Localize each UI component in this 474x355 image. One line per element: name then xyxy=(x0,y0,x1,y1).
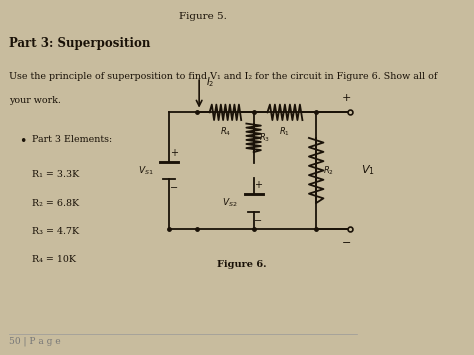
Text: +: + xyxy=(342,93,351,103)
Text: Part 3 Elements:: Part 3 Elements: xyxy=(32,135,112,144)
Text: $I_2$: $I_2$ xyxy=(206,75,215,89)
Text: R₂ = 6.8K: R₂ = 6.8K xyxy=(32,199,79,208)
Text: R₃ = 4.7K: R₃ = 4.7K xyxy=(32,227,79,236)
Text: $R_2$: $R_2$ xyxy=(323,164,334,177)
Text: $V_{S2}$: $V_{S2}$ xyxy=(222,197,238,209)
Text: $V_{S1}$: $V_{S1}$ xyxy=(137,164,153,177)
Text: +: + xyxy=(255,180,263,190)
Text: −: − xyxy=(170,183,178,193)
Text: Part 3: Superposition: Part 3: Superposition xyxy=(9,37,150,50)
Text: R₁ = 3.3K: R₁ = 3.3K xyxy=(32,170,79,180)
Text: +: + xyxy=(170,148,178,158)
Text: your work.: your work. xyxy=(9,97,61,105)
Text: $R_3$: $R_3$ xyxy=(259,132,271,144)
Text: $R_4$: $R_4$ xyxy=(220,125,231,138)
Text: $V_1$: $V_1$ xyxy=(361,164,374,178)
Text: •: • xyxy=(19,135,27,148)
Text: $R_1$: $R_1$ xyxy=(280,125,291,138)
Text: −: − xyxy=(255,215,263,226)
Text: Use the principle of superposition to find V₁ and I₂ for the circuit in Figure 6: Use the principle of superposition to fi… xyxy=(9,72,437,81)
Text: Figure 6.: Figure 6. xyxy=(217,260,266,269)
Text: −: − xyxy=(342,237,351,248)
Text: R₄ = 10K: R₄ = 10K xyxy=(32,255,76,264)
Text: Figure 5.: Figure 5. xyxy=(179,12,227,21)
Text: 50 | P a g e: 50 | P a g e xyxy=(9,337,60,346)
